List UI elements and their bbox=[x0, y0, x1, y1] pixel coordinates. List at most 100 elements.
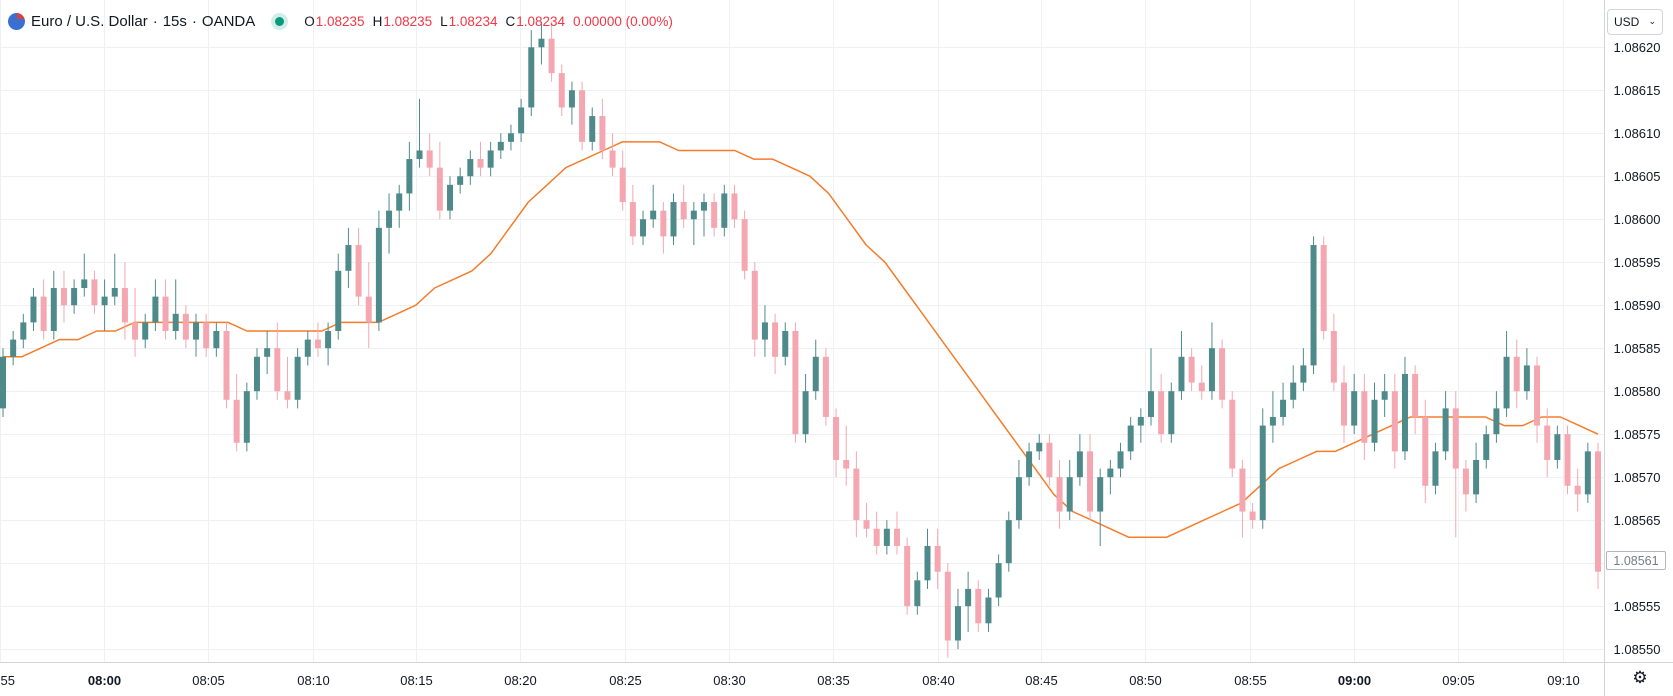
candle-body bbox=[670, 202, 677, 237]
candle-body bbox=[264, 348, 271, 357]
candle-body bbox=[243, 391, 250, 443]
time-axis[interactable]: 55 08:00 08:05 08:10 08:15 08:20 08:25 08:30 08:… bbox=[1, 673, 1580, 688]
currency-selector[interactable]: USD ⌄ bbox=[1607, 9, 1663, 35]
candle-body bbox=[1422, 416, 1429, 486]
candle-body bbox=[894, 528, 901, 546]
ohlc-low: L1.08234 bbox=[440, 13, 498, 29]
candle-body bbox=[1087, 451, 1094, 512]
candle-body bbox=[193, 322, 200, 340]
time-tick-label: 08:35 bbox=[817, 673, 850, 688]
time-tick-label: 08:00 bbox=[88, 673, 121, 688]
price-tick-label: 1.08585 bbox=[1614, 341, 1661, 356]
candle-body bbox=[1462, 468, 1469, 495]
time-tick-label: 09:00 bbox=[1338, 673, 1371, 688]
candle-body bbox=[1046, 442, 1053, 478]
time-tick-label: 08:15 bbox=[400, 673, 433, 688]
candle-body bbox=[386, 210, 393, 228]
market-status-icon[interactable] bbox=[275, 16, 285, 26]
candle-body bbox=[782, 331, 789, 357]
candle-body bbox=[579, 90, 586, 142]
candle-body bbox=[1066, 477, 1073, 512]
price-tick-label: 1.08620 bbox=[1614, 40, 1661, 55]
candle-body bbox=[599, 116, 606, 151]
candle-body bbox=[0, 356, 6, 409]
candle-body bbox=[142, 322, 149, 340]
candle-body bbox=[822, 356, 829, 417]
candle-body bbox=[863, 520, 870, 529]
candle-body bbox=[406, 159, 413, 194]
moving-average-layer bbox=[3, 141, 1599, 539]
candle-body bbox=[111, 288, 118, 297]
candle-body bbox=[1097, 477, 1104, 512]
candle-body bbox=[1310, 245, 1317, 366]
price-tick-label: 1.08570 bbox=[1614, 470, 1661, 485]
candle-body bbox=[904, 545, 911, 607]
price-tick-label: 1.08575 bbox=[1614, 427, 1661, 442]
candle-body bbox=[853, 468, 860, 521]
candle-body bbox=[1168, 391, 1175, 435]
candle-body bbox=[650, 210, 657, 220]
candle-body bbox=[304, 339, 311, 357]
candle-body bbox=[1178, 356, 1185, 392]
candle-body bbox=[589, 116, 596, 142]
moving-average-line bbox=[3, 141, 1599, 539]
ohlc-high: H1.08235 bbox=[372, 13, 433, 29]
candle-body bbox=[101, 296, 108, 306]
candle-body bbox=[355, 245, 362, 297]
candle-body bbox=[761, 322, 768, 340]
candle-body bbox=[629, 202, 636, 237]
candle-body bbox=[294, 356, 301, 400]
interval-label[interactable]: 15s bbox=[162, 12, 187, 30]
candle-body bbox=[213, 331, 220, 349]
candle-body bbox=[487, 150, 494, 168]
candle-body bbox=[700, 202, 707, 211]
gear-icon[interactable]: ⚙ bbox=[1632, 668, 1648, 687]
candle-body bbox=[548, 38, 555, 74]
candle-body bbox=[792, 331, 799, 435]
candle-body bbox=[1452, 408, 1459, 469]
candle-body bbox=[1229, 399, 1236, 469]
candle-body bbox=[314, 339, 321, 349]
time-tick-label: 08:30 bbox=[713, 673, 746, 688]
candle-body bbox=[619, 167, 626, 203]
ohlc-open: O1.08235 bbox=[304, 13, 365, 29]
candle-body bbox=[284, 391, 291, 400]
candle-body bbox=[995, 563, 1002, 598]
candle-body bbox=[1056, 477, 1063, 512]
price-tick-label: 1.08565 bbox=[1614, 513, 1661, 528]
candle-body bbox=[325, 331, 332, 349]
candle-body bbox=[365, 296, 372, 323]
time-tick-label: 09:10 bbox=[1547, 673, 1580, 688]
candle-body bbox=[1320, 245, 1327, 331]
price-tick-label: 1.08615 bbox=[1614, 83, 1661, 98]
symbol-name[interactable]: Euro / U.S. Dollar bbox=[31, 12, 148, 30]
candle-body bbox=[10, 339, 17, 357]
candle-body bbox=[223, 331, 230, 400]
candle-body bbox=[1015, 477, 1022, 521]
price-tick-label: 1.08550 bbox=[1614, 642, 1661, 657]
candle-body bbox=[1401, 373, 1408, 452]
candle-body bbox=[1483, 434, 1490, 460]
candle-body bbox=[1584, 451, 1591, 495]
time-tick-label: 08:05 bbox=[192, 673, 225, 688]
candle-body bbox=[558, 73, 565, 108]
candle-body bbox=[985, 597, 992, 624]
price-tick-label: 1.08580 bbox=[1614, 384, 1661, 399]
candle-body bbox=[467, 159, 474, 177]
candle-body bbox=[833, 416, 840, 460]
symbol-legend: Euro / U.S. Dollar · 15s · OANDA O1.0823… bbox=[8, 9, 673, 33]
candle-body bbox=[1259, 425, 1266, 521]
candle-body bbox=[172, 313, 179, 331]
candle-body bbox=[396, 193, 403, 211]
candle-body bbox=[477, 159, 484, 168]
candle-body bbox=[802, 391, 809, 435]
candle-body bbox=[1391, 391, 1398, 452]
candle-body bbox=[1107, 468, 1114, 478]
candle-body bbox=[914, 580, 921, 607]
candle-body bbox=[538, 38, 545, 48]
candle-body bbox=[1523, 365, 1530, 392]
candle-body bbox=[1290, 382, 1297, 400]
candle-body bbox=[507, 133, 514, 142]
candle-body bbox=[60, 288, 67, 306]
